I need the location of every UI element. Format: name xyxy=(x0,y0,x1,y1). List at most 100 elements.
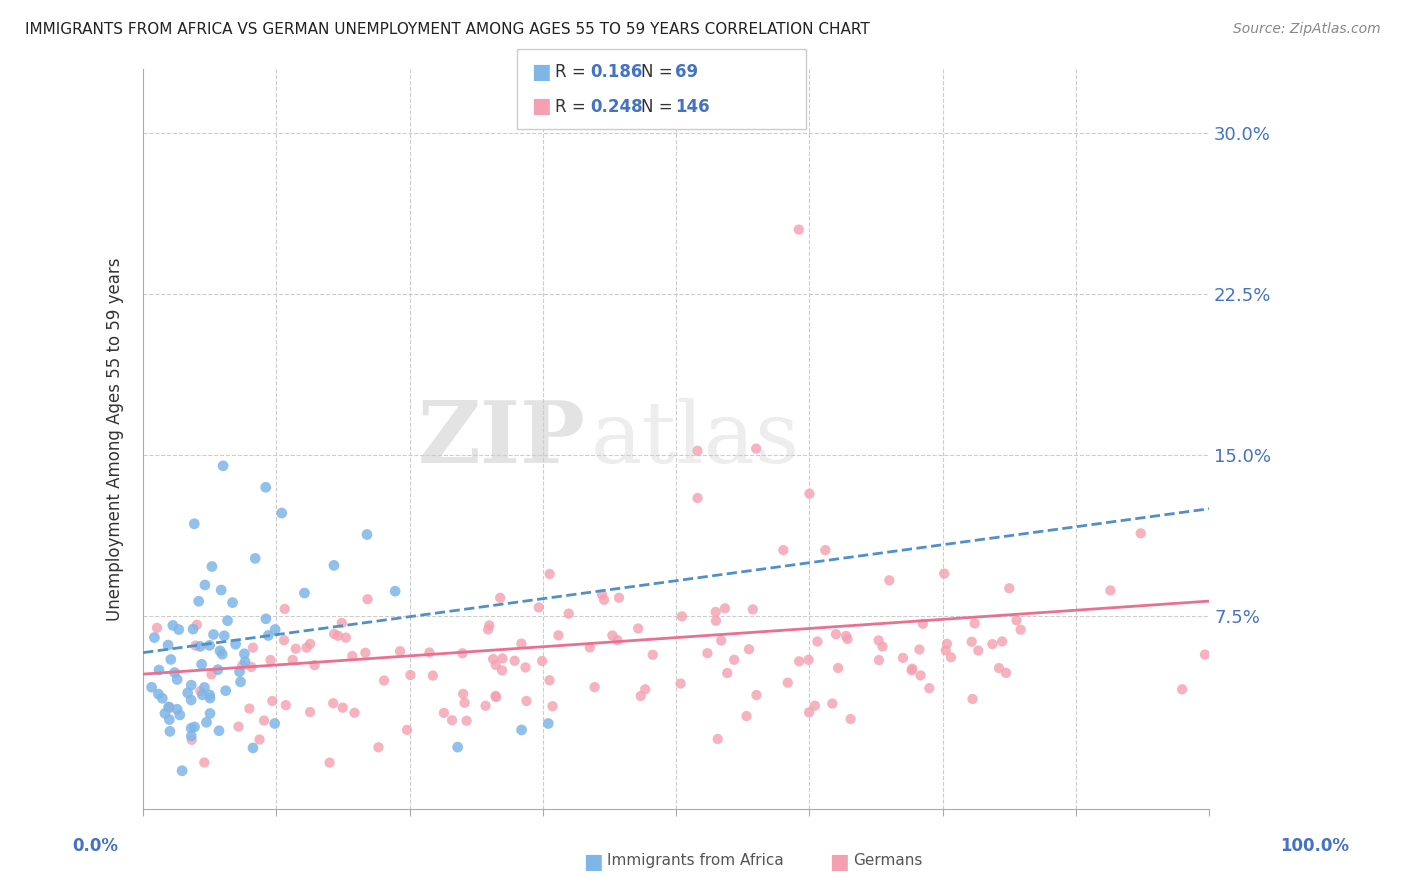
Point xyxy=(169,708,191,723)
Text: Germans: Germans xyxy=(853,853,922,868)
Point xyxy=(323,558,346,573)
Point xyxy=(482,652,505,666)
Point xyxy=(451,687,474,701)
Point xyxy=(772,543,794,558)
Point xyxy=(797,706,820,720)
Point xyxy=(367,740,389,755)
Point xyxy=(240,660,263,674)
Point xyxy=(201,559,224,574)
Point xyxy=(891,651,914,665)
Point xyxy=(342,648,364,663)
Point xyxy=(299,705,322,719)
Point xyxy=(606,633,628,648)
Point xyxy=(485,690,508,704)
Point xyxy=(166,673,188,687)
Point xyxy=(157,700,180,714)
Point xyxy=(696,646,718,660)
Point xyxy=(936,637,959,651)
Point xyxy=(593,592,616,607)
Point xyxy=(868,653,890,667)
Point xyxy=(446,740,468,755)
Text: 146: 146 xyxy=(675,98,710,116)
Text: N =: N = xyxy=(641,63,678,81)
Point xyxy=(373,673,395,688)
Text: ■: ■ xyxy=(583,852,603,871)
Text: ■: ■ xyxy=(531,62,551,81)
Point xyxy=(738,642,761,657)
Point xyxy=(208,723,231,738)
Point xyxy=(273,633,295,648)
Point xyxy=(167,623,190,637)
Text: Immigrants from Africa: Immigrants from Africa xyxy=(607,853,785,868)
Point xyxy=(547,628,569,642)
Point xyxy=(541,699,564,714)
Point xyxy=(1171,682,1194,697)
Point xyxy=(825,627,848,641)
Point xyxy=(202,627,225,641)
Point xyxy=(453,696,475,710)
Point xyxy=(183,516,205,531)
Point xyxy=(987,661,1010,675)
Point xyxy=(538,566,561,581)
Point xyxy=(704,605,727,619)
Point xyxy=(806,634,828,648)
Point xyxy=(723,653,745,667)
Point xyxy=(146,621,169,635)
Point xyxy=(901,662,924,676)
Point xyxy=(939,650,962,665)
Point xyxy=(510,637,533,651)
Point xyxy=(231,658,253,673)
Point xyxy=(356,592,378,607)
Point xyxy=(799,486,821,500)
Point xyxy=(557,607,579,621)
Point xyxy=(797,653,820,667)
Point xyxy=(474,698,496,713)
Point xyxy=(233,647,256,661)
Point xyxy=(322,696,344,710)
Point xyxy=(868,633,890,648)
Point xyxy=(148,663,170,677)
Point xyxy=(242,740,264,755)
Point xyxy=(330,615,353,630)
Point xyxy=(141,680,163,694)
Point xyxy=(527,600,550,615)
Text: ZIP: ZIP xyxy=(418,397,585,481)
Point xyxy=(181,622,204,636)
Point xyxy=(254,480,277,494)
Point xyxy=(253,714,276,728)
Point xyxy=(935,643,957,657)
Point xyxy=(198,639,221,653)
Point xyxy=(484,689,506,703)
Point xyxy=(190,657,212,672)
Point xyxy=(229,674,252,689)
Point xyxy=(198,688,221,702)
Point xyxy=(821,697,844,711)
Point xyxy=(579,640,602,655)
Point xyxy=(148,687,170,701)
Text: Source: ZipAtlas.com: Source: ZipAtlas.com xyxy=(1233,22,1381,37)
Point xyxy=(1194,648,1216,662)
Point xyxy=(962,692,984,706)
Point xyxy=(399,668,422,682)
Text: 69: 69 xyxy=(675,63,697,81)
Point xyxy=(489,591,512,605)
Point xyxy=(335,631,357,645)
Text: 0.0%: 0.0% xyxy=(73,837,118,855)
Text: 100.0%: 100.0% xyxy=(1279,837,1350,855)
Point xyxy=(274,698,297,713)
Point xyxy=(879,574,901,588)
Point xyxy=(294,586,316,600)
Point xyxy=(194,578,217,592)
Point xyxy=(214,629,236,643)
Point xyxy=(776,675,799,690)
Text: R =: R = xyxy=(555,98,592,116)
Point xyxy=(456,714,478,728)
Point xyxy=(918,681,941,696)
Point xyxy=(233,655,256,669)
Point xyxy=(827,661,849,675)
Point xyxy=(478,618,501,632)
Point xyxy=(531,654,554,668)
Point xyxy=(257,628,280,642)
Point xyxy=(641,648,664,662)
Point xyxy=(908,642,931,657)
